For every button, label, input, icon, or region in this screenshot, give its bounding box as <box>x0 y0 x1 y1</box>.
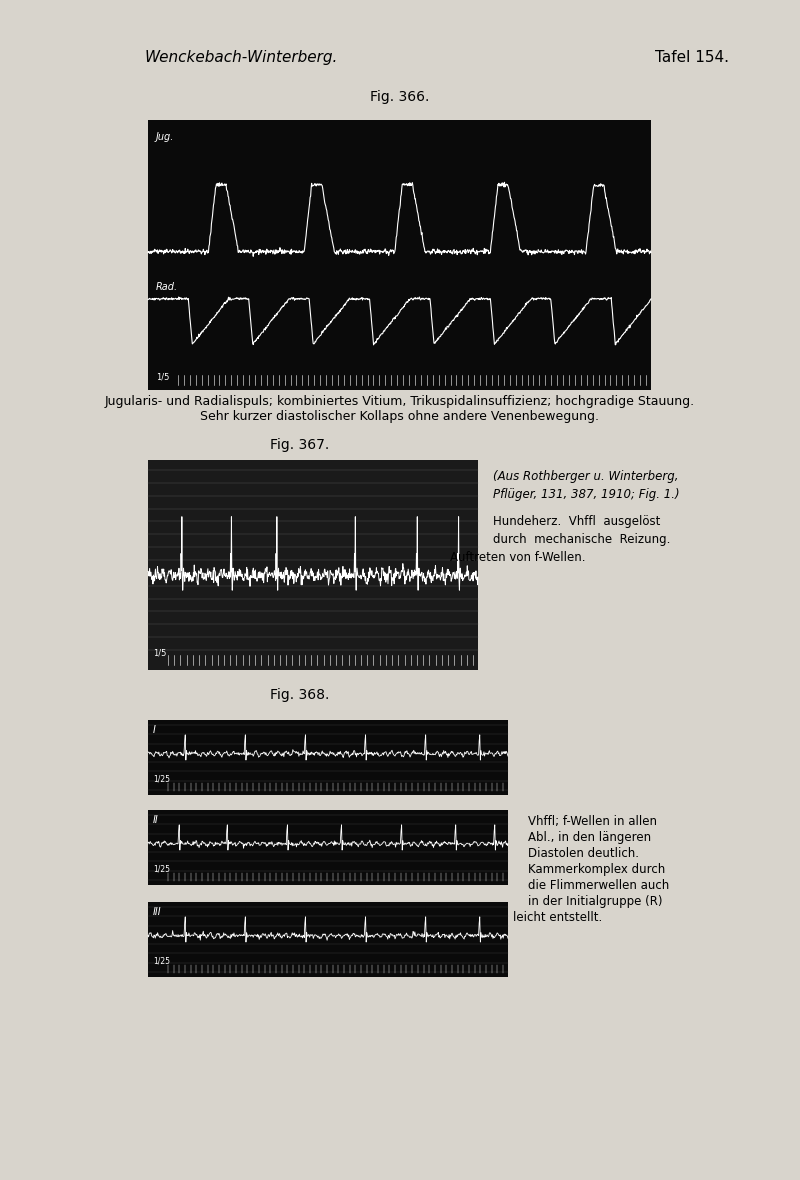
Text: 1/5: 1/5 <box>156 372 170 381</box>
Text: II: II <box>153 815 158 825</box>
Text: Vhffl; f-Wellen in allen: Vhffl; f-Wellen in allen <box>528 815 657 828</box>
Text: 1/5: 1/5 <box>153 648 166 657</box>
Bar <box>148 720 508 795</box>
Text: Fig. 366.: Fig. 366. <box>370 90 430 104</box>
Text: Sehr kurzer diastolischer Kollaps ohne andere Venenbewegung.: Sehr kurzer diastolischer Kollaps ohne a… <box>201 409 599 422</box>
Text: Rad.: Rad. <box>156 282 178 293</box>
Text: Hundeherz.  Vhffl  ausgelöst: Hundeherz. Vhffl ausgelöst <box>493 514 660 527</box>
Text: die Flimmerwellen auch: die Flimmerwellen auch <box>528 879 670 892</box>
Text: III: III <box>153 907 162 917</box>
Text: Fig. 367.: Fig. 367. <box>270 438 330 452</box>
Text: Wenckebach-Winterberg.: Wenckebach-Winterberg. <box>145 50 338 65</box>
Text: Auftreten von f-Wellen.: Auftreten von f-Wellen. <box>450 551 586 564</box>
Text: I: I <box>153 725 156 735</box>
Text: Tafel 154.: Tafel 154. <box>655 50 729 65</box>
Text: 1/25: 1/25 <box>153 865 170 874</box>
Text: Pflüger, 131, 387, 1910; Fig. 1.): Pflüger, 131, 387, 1910; Fig. 1.) <box>493 489 680 502</box>
Text: leicht entstellt.: leicht entstellt. <box>514 911 602 924</box>
Bar <box>148 809 508 885</box>
Text: Abl., in den längeren: Abl., in den längeren <box>528 831 651 844</box>
Text: Jug.: Jug. <box>156 132 174 142</box>
Text: Kammerkomplex durch: Kammerkomplex durch <box>528 863 666 876</box>
Bar <box>148 460 478 670</box>
Text: 1/25: 1/25 <box>153 957 170 966</box>
Text: Fig. 368.: Fig. 368. <box>270 688 330 702</box>
Text: in der Initialgruppe (R): in der Initialgruppe (R) <box>528 894 662 907</box>
Bar <box>148 120 651 391</box>
Text: durch  mechanische  Reizung.: durch mechanische Reizung. <box>493 533 670 546</box>
Text: Jugularis- und Radialispuls; kombiniertes Vitium, Trikuspidalinsuffizienz; hochg: Jugularis- und Radialispuls; kombinierte… <box>105 395 695 408</box>
Text: 1/25: 1/25 <box>153 775 170 784</box>
Text: (Aus Rothberger u. Winterberg,: (Aus Rothberger u. Winterberg, <box>493 470 678 483</box>
Text: Diastolen deutlich.: Diastolen deutlich. <box>528 847 639 860</box>
Bar <box>148 902 508 977</box>
